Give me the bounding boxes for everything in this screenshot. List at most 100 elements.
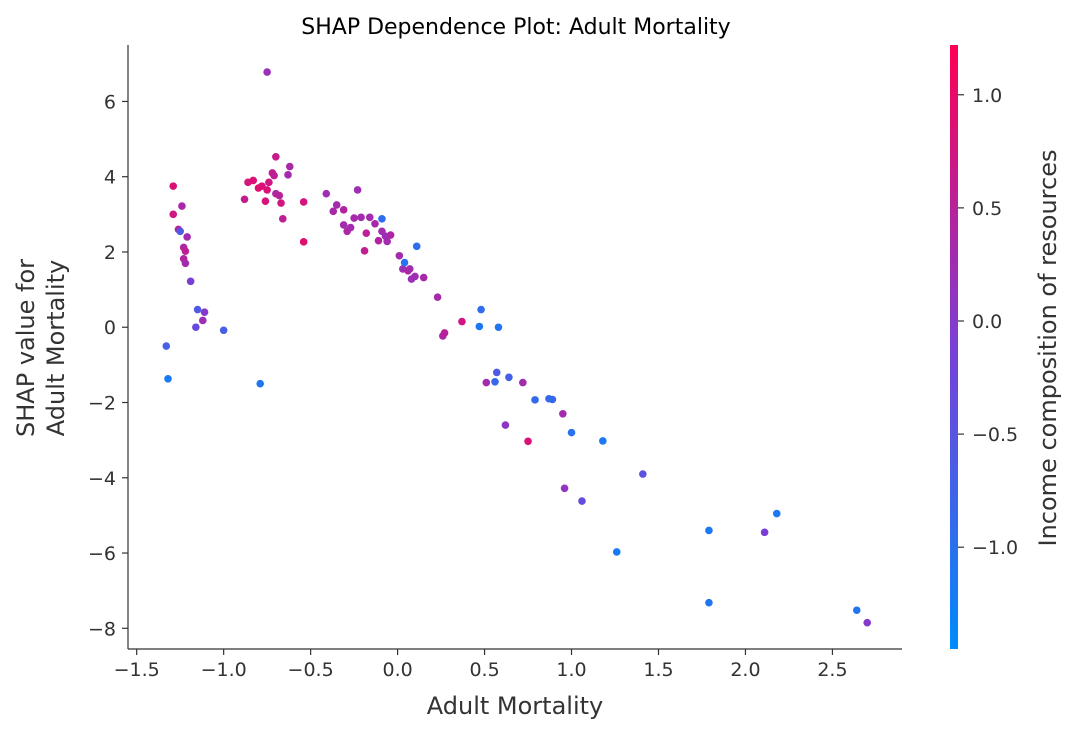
x-axis-title: Adult Mortality — [427, 692, 603, 720]
scatter-point — [219, 326, 228, 335]
scatter-point — [181, 259, 190, 268]
scatter-point — [482, 378, 491, 387]
y-tick-label: −6 — [88, 543, 116, 565]
scatter-point — [169, 182, 178, 190]
scatter-point — [357, 213, 365, 222]
scatter-point — [374, 236, 383, 245]
x-axis-ticks: −1.5 −1.0 −0.5 0.0 0.5 1.0 1.5 2.0 2.5 — [114, 649, 848, 681]
x-tick-label: −1.0 — [201, 659, 247, 681]
scatter-point — [405, 265, 414, 273]
scatter-point — [275, 191, 284, 200]
scatter-point — [400, 258, 409, 267]
scatter-point — [256, 379, 264, 388]
scatter-point — [772, 509, 781, 518]
scatter-point — [164, 374, 172, 383]
scatter-point — [169, 210, 178, 219]
scatter-point — [362, 229, 371, 237]
scatter-point — [567, 428, 576, 437]
scatter-point — [350, 214, 358, 222]
colorbar-tick-label: 0.0 — [972, 311, 1002, 333]
x-tick-label: 0.0 — [382, 659, 412, 681]
scatter-point — [411, 272, 419, 281]
colorbar — [950, 45, 958, 649]
scatter-point — [265, 178, 273, 187]
colorbar-tick-label: −0.5 — [972, 424, 1018, 446]
scatter-point — [494, 323, 503, 332]
scatter-point — [477, 305, 485, 314]
scatter-point — [285, 162, 294, 171]
scatter-point — [852, 606, 861, 615]
scatter-point — [458, 317, 466, 326]
colorbar-title: Income composition of resources — [1034, 150, 1062, 547]
scatter-point — [192, 323, 200, 332]
chart-title: SHAP Dependence Plot: Adult Mortality — [301, 15, 730, 40]
x-tick-label: −1.5 — [114, 659, 160, 681]
x-tick-label: 1.5 — [643, 659, 673, 681]
x-tick-label: 2.5 — [817, 659, 847, 681]
scatter-point — [705, 526, 713, 535]
scatter-point — [240, 195, 249, 204]
colorbar-tick-label: −1.0 — [972, 537, 1018, 559]
scatter-point — [412, 242, 421, 251]
scatter-point — [524, 437, 532, 446]
y-axis-title: SHAP value for Adult Mortality — [12, 259, 70, 437]
scatter-point — [176, 227, 184, 236]
scatter-point — [284, 171, 292, 179]
y-tick-label: 4 — [104, 167, 116, 189]
scatter-point — [178, 202, 186, 210]
scatter-point — [612, 548, 621, 556]
scatter-point — [272, 152, 280, 161]
y-tick-label: 0 — [104, 317, 116, 339]
scatter-point — [501, 421, 510, 429]
y-tick-label: 6 — [104, 91, 116, 113]
scatter-point — [322, 189, 331, 198]
colorbar-tick-label: 0.5 — [972, 198, 1002, 220]
scatter-point — [353, 186, 362, 194]
scatter-point — [332, 201, 341, 209]
scatter-point — [198, 316, 207, 325]
scatter-point — [475, 322, 484, 331]
scatter-point — [491, 378, 499, 386]
y-axis-ticks: 6 4 2 0 −2 −4 −6 −8 — [88, 91, 128, 640]
y-tick-label: −2 — [88, 393, 116, 415]
scatter-point — [599, 437, 607, 445]
scatter-point — [578, 497, 586, 505]
x-tick-label: 2.0 — [730, 659, 760, 681]
scatter-point — [263, 68, 271, 76]
colorbar-tick-label: 1.0 — [972, 85, 1002, 107]
scatter-point — [705, 598, 713, 607]
y-tick-label: 2 — [104, 242, 116, 264]
scatter-point — [559, 409, 567, 418]
scatter-point — [181, 247, 190, 256]
scatter-point — [378, 215, 386, 223]
colorbar-ticks: 1.0 0.5 0.0 −0.5 −1.0 — [958, 85, 1018, 559]
scatter-point — [360, 247, 369, 255]
scatter-point — [270, 171, 278, 180]
scatter-point — [299, 198, 308, 206]
scatter-point — [560, 484, 569, 493]
scatter-point — [371, 219, 379, 228]
scatter-point — [263, 186, 271, 194]
x-tick-label: 0.5 — [469, 659, 499, 681]
scatter-point — [639, 470, 647, 478]
scatter-point — [386, 231, 395, 239]
scatter-point — [519, 378, 527, 387]
scatter-point — [186, 277, 195, 286]
scatter-point — [346, 223, 355, 232]
scatter-point — [183, 233, 191, 241]
y-axis-title-line-1: SHAP value for — [12, 259, 40, 437]
scatter-point — [277, 199, 285, 207]
scatter-point — [492, 368, 501, 377]
x-tick-label: 1.0 — [556, 659, 586, 681]
scatter-point — [249, 176, 258, 185]
scatter-point — [505, 373, 513, 382]
scatter-point — [200, 308, 209, 316]
scatter-point — [329, 207, 338, 216]
scatter-point — [531, 396, 539, 404]
scatter-point — [395, 251, 404, 260]
x-tick-label: −0.5 — [288, 659, 334, 681]
scatter-point — [279, 215, 287, 223]
scatter-point — [299, 238, 308, 246]
scatter-point — [258, 182, 266, 190]
scatter-point — [162, 342, 171, 350]
